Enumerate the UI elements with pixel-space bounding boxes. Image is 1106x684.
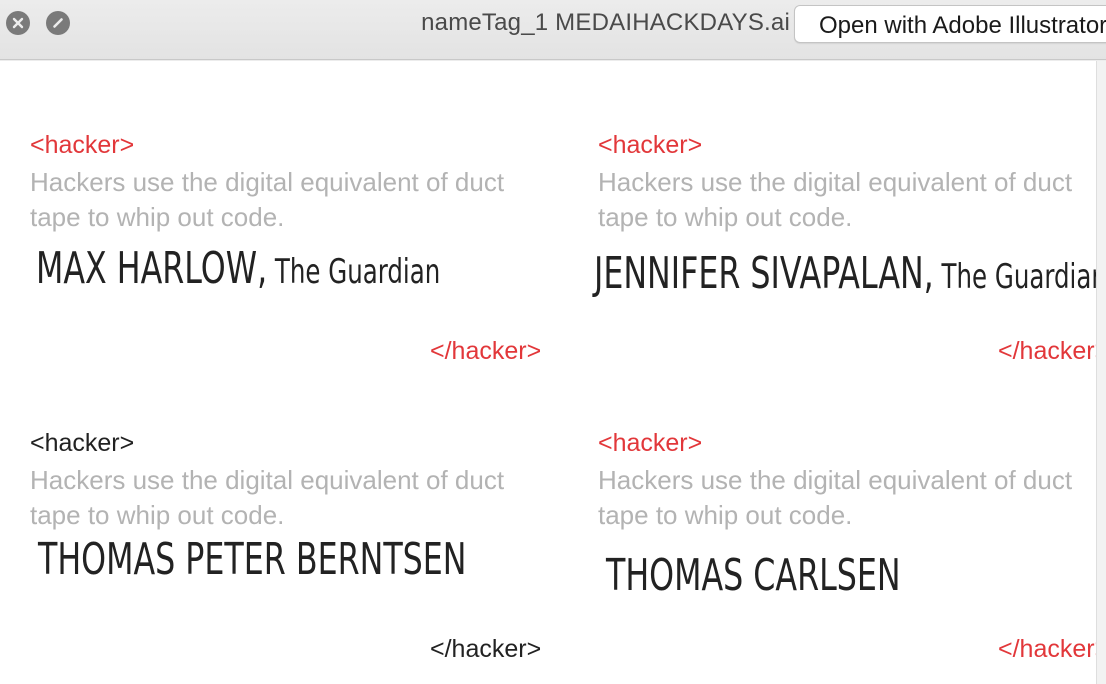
description-line: Hackers use the digital equivalent of du…: [598, 465, 1073, 495]
close-window-button[interactable]: [6, 11, 30, 35]
attendee-name: JENNIFER SIVAPALAN, The Guardian: [594, 248, 1106, 299]
window-title: nameTag_1 MEDAIHACKDAYS.ai: [421, 9, 790, 36]
tag-description: Hackers use the digital equivalent of du…: [30, 165, 560, 235]
open-tag-label: <hacker>: [30, 429, 135, 457]
close-tag-label: </hacker>: [430, 635, 542, 663]
description-line: tape to whip out code.: [30, 500, 285, 530]
description-line: Hackers use the digital equivalent of du…: [30, 167, 505, 197]
description-line: Hackers use the digital equivalent of du…: [598, 167, 1073, 197]
attendee-name-text: JENNIFER SIVAPALAN,: [594, 248, 934, 299]
title-bar: nameTag_1 MEDAIHACKDAYS.ai Open with Ado…: [0, 0, 1106, 60]
minus-circle-icon: [53, 18, 63, 28]
open-tag-label: <hacker>: [598, 131, 703, 159]
attendee-name-text: THOMAS PETER BERNTSEN: [38, 534, 467, 585]
tag-description: Hackers use the digital equivalent of du…: [598, 463, 1106, 533]
attendee-name: THOMAS CARLSEN: [606, 550, 901, 601]
attendee-organization: The Guardian: [933, 257, 1106, 297]
attendee-name-text: THOMAS CARLSEN: [606, 550, 901, 601]
tag-description: Hackers use the digital equivalent of du…: [598, 165, 1106, 235]
close-tag-label: </hacker>: [430, 337, 542, 365]
description-line: tape to whip out code.: [598, 500, 853, 530]
vertical-scrollbar[interactable]: [1096, 61, 1106, 684]
description-line: tape to whip out code.: [30, 202, 285, 232]
close-icon: [12, 17, 24, 29]
description-line: tape to whip out code.: [598, 202, 853, 232]
attendee-organization: The Guardian: [267, 252, 441, 292]
tag-description: Hackers use the digital equivalent of du…: [30, 463, 560, 533]
close-tag-label: </hacker>: [998, 635, 1106, 663]
document-preview: <hacker> Hackers use the digital equival…: [0, 61, 1106, 684]
attendee-name: THOMAS PETER BERNTSEN: [38, 534, 467, 585]
open-tag-label: <hacker>: [598, 429, 703, 457]
exit-fullscreen-button[interactable]: [46, 11, 70, 35]
open-tag-label: <hacker>: [30, 131, 135, 159]
attendee-name: MAX HARLOW, The Guardian: [36, 243, 440, 294]
close-tag-label: </hacker>: [998, 337, 1106, 365]
open-with-illustrator-button[interactable]: Open with Adobe Illustrator: [794, 5, 1106, 43]
attendee-name-text: MAX HARLOW,: [36, 243, 268, 294]
description-line: Hackers use the digital equivalent of du…: [30, 465, 505, 495]
